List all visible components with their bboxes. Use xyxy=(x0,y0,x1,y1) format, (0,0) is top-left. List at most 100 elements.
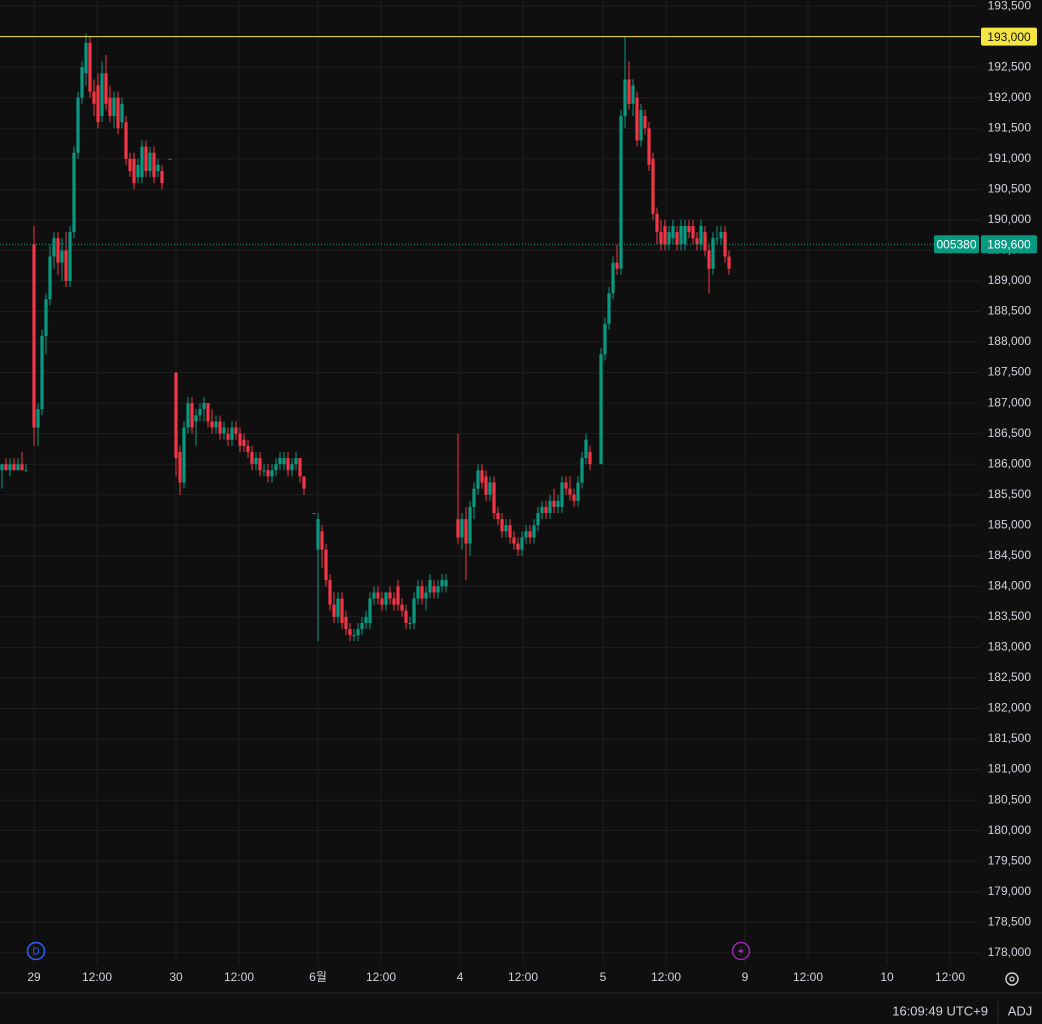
y-tick-label: 179,500 xyxy=(988,853,1032,867)
candle-body xyxy=(316,519,320,550)
x-tick-label: 12:00 xyxy=(651,970,681,984)
x-tick-label: 4 xyxy=(457,970,464,984)
candle-body xyxy=(84,42,88,74)
candle-body xyxy=(532,525,536,538)
y-tick-label: 178,500 xyxy=(988,914,1032,928)
candle-body xyxy=(64,250,68,281)
candle-body xyxy=(278,458,282,465)
candle-body xyxy=(631,85,635,104)
y-tick-label: 183,000 xyxy=(988,640,1032,654)
candle-body xyxy=(480,470,484,483)
settings-button[interactable] xyxy=(1005,972,1019,986)
candle-body xyxy=(655,213,659,233)
candle-body xyxy=(651,158,655,214)
candle-body xyxy=(24,470,28,472)
candle-body xyxy=(132,158,136,184)
candle-body xyxy=(112,97,116,117)
candle-body xyxy=(364,616,368,623)
candle-body xyxy=(504,525,508,532)
candle-body xyxy=(512,537,516,544)
candle-body xyxy=(48,256,52,300)
candle-body xyxy=(96,85,100,123)
candle-body xyxy=(286,458,290,471)
candle-body xyxy=(556,500,560,507)
candle-body xyxy=(290,464,294,471)
candle-body xyxy=(667,232,671,245)
settings-icon xyxy=(1005,972,1019,986)
candle-body xyxy=(254,458,258,465)
candle-body xyxy=(52,238,56,257)
candle-body xyxy=(344,616,348,630)
candle-body xyxy=(599,354,603,465)
candle-body xyxy=(544,506,548,514)
candle-body xyxy=(659,232,663,245)
y-tick-label: 190,500 xyxy=(988,182,1032,196)
candle-body xyxy=(492,482,496,514)
candle-body xyxy=(348,629,352,636)
candle-body xyxy=(460,519,464,538)
candle-body xyxy=(488,482,492,495)
y-tick-label: 181,500 xyxy=(988,731,1032,745)
candle-body xyxy=(40,335,44,410)
candle-body xyxy=(564,482,568,489)
candle-body xyxy=(436,586,440,593)
candle-body xyxy=(623,79,627,117)
price-label-box xyxy=(981,27,1037,46)
candle-body xyxy=(160,171,164,184)
event-marker[interactable] xyxy=(26,941,46,961)
candle-body xyxy=(202,403,206,410)
y-tick-label: 192,500 xyxy=(988,59,1032,73)
candle-body xyxy=(168,158,172,160)
x-tick-label: 6월 xyxy=(309,970,327,984)
candle-body xyxy=(210,421,214,428)
x-tick-label: 12:00 xyxy=(224,970,254,984)
candle-body xyxy=(663,225,667,245)
candle-body xyxy=(206,403,210,422)
y-tick-label: 184,500 xyxy=(988,548,1032,562)
adjustment-toggle[interactable]: ADJ xyxy=(1008,1003,1033,1018)
candle-body xyxy=(258,458,262,471)
candle-body xyxy=(484,476,488,495)
x-tick-label: 12:00 xyxy=(82,970,112,984)
candle-body xyxy=(691,225,695,239)
y-tick-label: 181,000 xyxy=(988,762,1032,776)
y-tick-label: 188,000 xyxy=(988,334,1032,348)
candle-body xyxy=(178,451,182,483)
candle-body xyxy=(675,232,679,245)
clock: 16:09:49 UTC+9 xyxy=(892,1003,988,1018)
candle-body xyxy=(560,482,564,507)
y-tick-label: 189,000 xyxy=(988,273,1032,287)
x-tick-label: 12:00 xyxy=(366,970,396,984)
candle-body xyxy=(607,293,611,324)
candle-body xyxy=(128,158,132,172)
candle-body xyxy=(412,598,416,623)
candle-body xyxy=(0,464,4,471)
candle-body xyxy=(8,464,12,471)
candle-body xyxy=(152,152,156,178)
candle-body xyxy=(56,238,60,263)
candle-body xyxy=(384,592,388,605)
y-tick-label: 191,000 xyxy=(988,151,1032,165)
candle-body xyxy=(727,256,731,269)
candle-body xyxy=(572,494,576,501)
candle-body xyxy=(440,580,444,587)
candle-body xyxy=(274,464,278,471)
grid xyxy=(0,0,980,965)
candle-body xyxy=(320,531,324,550)
candle-body xyxy=(340,598,344,623)
y-tick-label: 188,500 xyxy=(988,304,1032,318)
x-tick-label: 12:00 xyxy=(793,970,823,984)
event-marker[interactable] xyxy=(731,941,751,961)
candle-body xyxy=(516,543,520,550)
candle-body xyxy=(635,97,639,141)
candle-body xyxy=(136,164,140,178)
candle-body xyxy=(332,604,336,617)
candle-body xyxy=(524,531,528,538)
y-tick-label: 178,000 xyxy=(988,945,1032,959)
candle-body xyxy=(472,488,476,507)
candle-body xyxy=(719,232,723,239)
price-label: 193,000 xyxy=(987,30,1031,44)
candle-body xyxy=(552,500,556,507)
candle-body xyxy=(372,592,376,599)
plot-area xyxy=(0,33,731,642)
